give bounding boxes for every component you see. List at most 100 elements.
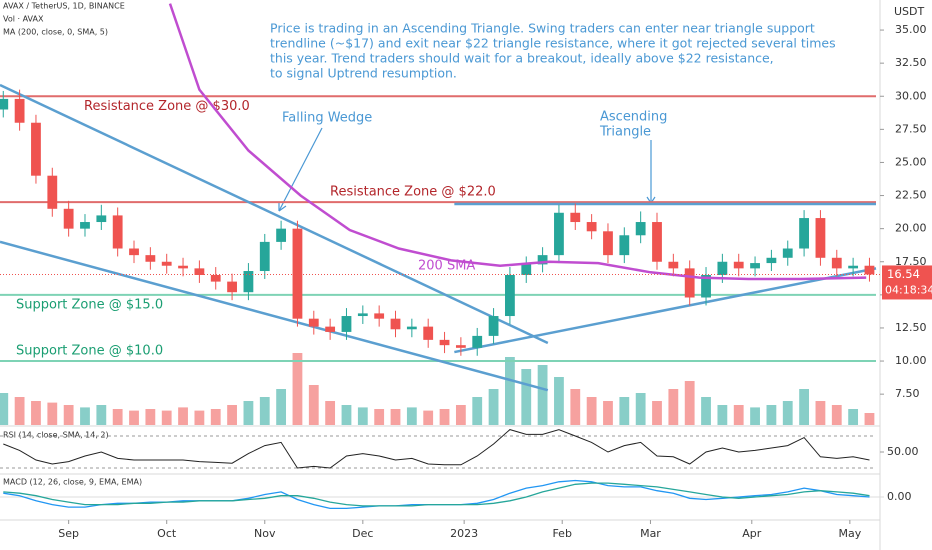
candle-body xyxy=(603,231,613,256)
x-tick-label: Sep xyxy=(58,527,79,540)
volume-bar xyxy=(14,397,25,425)
volume-bar xyxy=(325,401,336,425)
candle-body xyxy=(766,257,777,264)
volume-bar xyxy=(341,405,352,425)
note-line: this year. Trend traders should wait for… xyxy=(270,51,774,66)
candle-body xyxy=(96,215,107,223)
candle-body xyxy=(586,222,597,232)
candle-body xyxy=(472,335,483,348)
volume-bar xyxy=(31,401,41,425)
note-line: trendline (~$17) and exit near $22 trian… xyxy=(270,36,836,51)
y-tick-label: 12.50 xyxy=(895,321,927,334)
candle-body xyxy=(292,228,303,319)
candle-body xyxy=(635,222,646,236)
rsi-line xyxy=(3,429,870,469)
x-tick-label: Dec xyxy=(352,527,373,540)
sma-label: 200 SMA xyxy=(418,259,475,274)
candle-body xyxy=(80,222,90,229)
candle-body xyxy=(864,265,875,275)
candle-body xyxy=(717,261,728,275)
volume-bar xyxy=(717,405,728,425)
candle-body xyxy=(161,261,172,266)
candle-body xyxy=(227,281,237,293)
macd-label: MACD (12, 26, close, 9, EMA, EMA) xyxy=(3,478,142,487)
volume-bar xyxy=(603,401,613,425)
candle-body xyxy=(423,326,434,340)
volume-bar xyxy=(815,401,826,425)
trendline xyxy=(0,240,549,392)
candle-body xyxy=(554,212,564,256)
volume-bar xyxy=(178,407,188,425)
pattern-label: Triangle xyxy=(599,125,651,140)
symbol-label: AVAX / TetherUS, 1D, BINANCE xyxy=(3,2,125,11)
candle-body xyxy=(390,318,401,330)
zone-label: Resistance Zone @ $22.0 xyxy=(330,185,496,200)
zone-label: Support Zone @ $15.0 xyxy=(16,297,163,312)
currency-label: USDT xyxy=(894,5,925,18)
trendline xyxy=(454,267,877,354)
volume-bar xyxy=(586,397,597,425)
volume-bar xyxy=(799,389,809,425)
arrow-head xyxy=(278,203,287,212)
x-tick-label: 2023 xyxy=(450,527,478,540)
candle-body xyxy=(14,98,25,123)
y-tick-label: 7.50 xyxy=(895,387,920,400)
candle-body xyxy=(488,316,499,336)
note-line: to signal Uptrend resumption. xyxy=(270,66,457,81)
candle-body xyxy=(505,274,515,317)
last-price-label: 16.54 xyxy=(887,267,920,281)
volume-bar xyxy=(635,393,646,425)
candle-body xyxy=(668,261,679,269)
y-tick-label: 35.00 xyxy=(895,23,927,36)
rsi-label: RSI (14, close, SMA, 14, 2) xyxy=(3,431,109,440)
volume-bar xyxy=(766,405,777,425)
last-price-box xyxy=(882,265,932,300)
volume-bar xyxy=(864,413,875,425)
candle-body xyxy=(63,208,74,229)
volume-bar xyxy=(47,402,58,425)
x-tick-label: Nov xyxy=(254,527,276,540)
candle-body xyxy=(325,326,336,332)
volume-bar xyxy=(733,405,744,425)
candle-body xyxy=(129,248,139,256)
volume-bar xyxy=(145,409,156,425)
candle-body xyxy=(799,218,809,249)
candle-body xyxy=(47,175,58,209)
x-tick-label: May xyxy=(838,527,861,540)
volume-bar xyxy=(276,389,287,425)
candle-body xyxy=(112,215,123,249)
y-tick-label: 17.50 xyxy=(895,255,927,268)
volume-bar xyxy=(374,409,385,425)
volume-bar xyxy=(472,397,483,425)
x-tick-label: Oct xyxy=(157,527,177,540)
candle-body xyxy=(276,228,287,242)
candle-body xyxy=(619,235,630,256)
volume-bar xyxy=(63,405,74,425)
y-tick-label: 10.00 xyxy=(895,354,927,367)
y-tick-label: 20.00 xyxy=(895,222,927,235)
candle-body xyxy=(570,212,581,223)
volume-bar xyxy=(308,385,319,425)
candle-body xyxy=(210,274,221,282)
volume-bar xyxy=(652,401,662,425)
volume-bar xyxy=(848,409,859,425)
x-tick-label: Mar xyxy=(640,527,661,540)
candle-body xyxy=(782,248,793,258)
volume-bar xyxy=(570,389,581,425)
candle-body xyxy=(308,318,319,327)
candle-body xyxy=(341,316,352,332)
candle-body xyxy=(455,345,466,348)
candle-body xyxy=(31,122,41,176)
candle-body xyxy=(259,241,270,272)
volume-bar xyxy=(0,393,9,425)
countdown-label: 04:18:34 xyxy=(885,283,932,296)
volume-bar xyxy=(390,409,401,425)
zone-label: Resistance Zone @ $30.0 xyxy=(84,99,250,114)
volume-bar xyxy=(554,377,564,425)
volume-bar xyxy=(194,410,205,425)
y-tick-label: 22.50 xyxy=(895,189,927,202)
volume-bar xyxy=(521,369,532,425)
volume-bar xyxy=(668,389,679,425)
volume-bar xyxy=(439,409,450,425)
